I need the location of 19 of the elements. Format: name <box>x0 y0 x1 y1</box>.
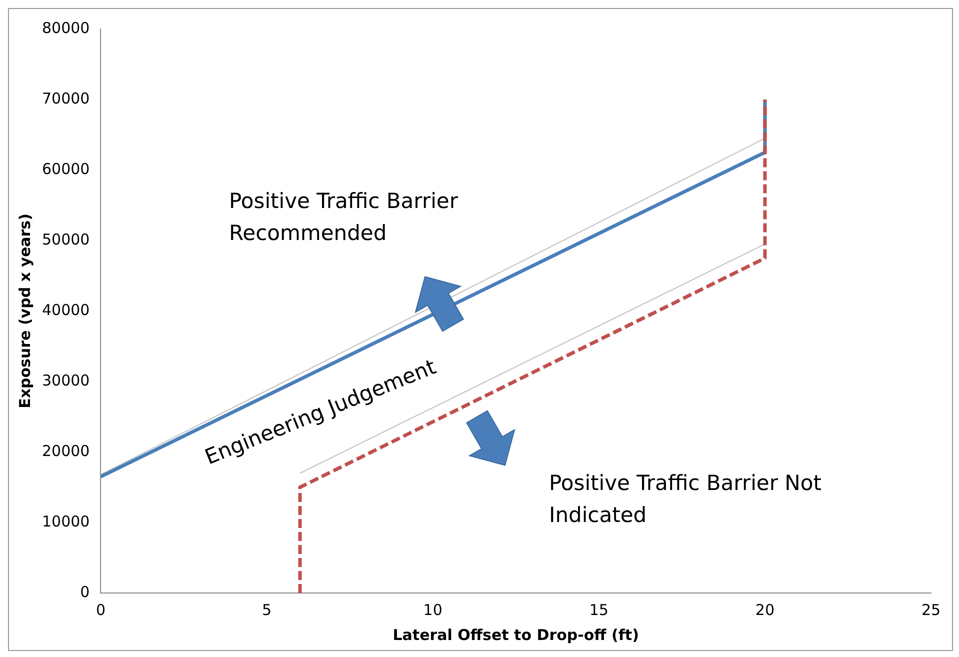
y-tick-label: 20000 <box>42 442 90 460</box>
y-tick-label: 80000 <box>42 18 90 37</box>
x-tick-label: 0 <box>96 600 106 619</box>
y-tick-label: 50000 <box>42 230 90 248</box>
y-axis-title: Exposure (vpd x years) <box>16 214 34 408</box>
y-tick-label: 30000 <box>42 371 90 390</box>
y-tick-label: 70000 <box>42 89 90 108</box>
x-axis-title: Lateral Offset to Drop-off (ft) <box>392 626 639 644</box>
x-tick-label: 25 <box>921 600 941 619</box>
x-tick-label: 10 <box>423 600 442 619</box>
annotation: Positive Traffic Barrier Not Indicated <box>549 470 822 529</box>
y-tick-label: 40000 <box>42 300 90 319</box>
y-tick-label: 10000 <box>42 512 90 530</box>
y-tick-label: 0 <box>80 582 90 601</box>
x-tick-label: 5 <box>262 600 272 619</box>
y-tick-label: 60000 <box>42 160 90 178</box>
x-tick-label: 20 <box>755 600 774 619</box>
x-tick-label: 15 <box>589 600 608 619</box>
annotation: Positive Traffic Barrier Recommended <box>229 188 459 247</box>
